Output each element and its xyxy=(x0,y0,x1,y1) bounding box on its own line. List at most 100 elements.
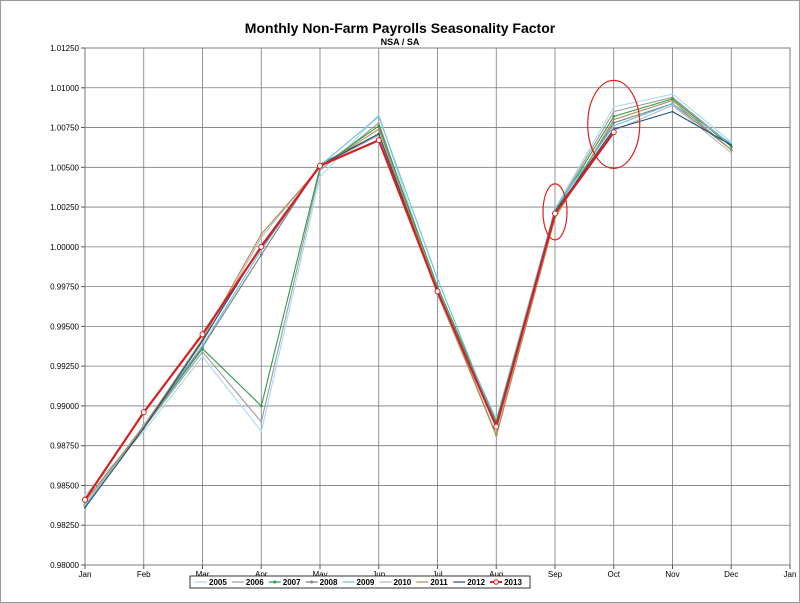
data-point xyxy=(201,350,204,353)
data-point xyxy=(377,128,380,131)
series-line-2013 xyxy=(84,131,615,501)
y-tick-label: 0.99000 xyxy=(50,402,79,411)
x-tick-label: May xyxy=(312,570,327,579)
data-point xyxy=(259,404,263,408)
legend-label: 2005 xyxy=(209,578,227,587)
y-tick-label: 1.01000 xyxy=(50,84,79,93)
series-2010 xyxy=(84,104,733,506)
data-point xyxy=(671,93,674,96)
data-point xyxy=(260,420,263,423)
x-tick-label: Jul xyxy=(432,570,442,579)
data-point xyxy=(260,430,263,433)
data-point xyxy=(260,233,263,236)
data-point xyxy=(377,115,380,118)
x-tick-label: Feb xyxy=(137,570,151,579)
chart-subtitle: NSA / SA xyxy=(381,37,420,47)
x-tick-label: Jan xyxy=(79,570,92,579)
legend-item-2009: 2009 xyxy=(342,578,375,587)
data-point xyxy=(201,344,204,347)
series-2007 xyxy=(83,97,733,506)
x-tick-label: Nov xyxy=(665,570,679,579)
series-line-2007 xyxy=(84,98,732,505)
data-point xyxy=(259,253,263,257)
data-point xyxy=(317,162,323,169)
legend-label: 2007 xyxy=(283,578,301,587)
data-point xyxy=(142,430,145,433)
data-point xyxy=(84,494,86,496)
annotation-ellipse-oct xyxy=(587,79,641,169)
data-point xyxy=(377,133,380,135)
data-point xyxy=(142,427,145,430)
legend-item-2011: 2011 xyxy=(416,578,448,587)
series-2009 xyxy=(84,102,733,508)
data-point xyxy=(612,110,615,113)
legend-item-2010: 2010 xyxy=(379,578,412,587)
series-2006 xyxy=(84,96,733,503)
data-point xyxy=(434,288,441,295)
legend-label: 2012 xyxy=(467,578,485,587)
y-tick-label: 0.99750 xyxy=(50,283,79,292)
legend-label: 2006 xyxy=(246,578,264,587)
legend-marker xyxy=(273,580,277,584)
data-point xyxy=(140,409,147,416)
annotation-ellipse-sep xyxy=(542,183,568,241)
legend: 2005 2006 2007 2008 2009 2010 2011 2012 2013 xyxy=(189,575,531,589)
data-point xyxy=(730,148,733,151)
series-line-2009 xyxy=(84,103,732,507)
y-tick-label: 1.00750 xyxy=(50,124,79,133)
legend-marker xyxy=(493,579,499,585)
data-point xyxy=(730,152,733,154)
series-2011 xyxy=(84,99,733,503)
series-layer xyxy=(82,93,733,509)
data-point xyxy=(258,243,265,250)
legend-item-2013: 2013 xyxy=(490,578,522,587)
data-point xyxy=(730,142,733,145)
data-point xyxy=(375,137,382,144)
data-point xyxy=(377,121,380,124)
data-point xyxy=(610,129,617,136)
data-point xyxy=(493,423,500,430)
series-2012 xyxy=(84,110,733,509)
data-point xyxy=(612,121,616,125)
legend-item-2006: 2006 xyxy=(231,578,264,587)
data-point xyxy=(612,118,615,121)
data-point xyxy=(199,331,206,338)
series-line-2012 xyxy=(84,111,732,509)
x-tick-label: Jan xyxy=(784,570,797,579)
legend-marker xyxy=(310,580,314,584)
y-tick-label: 0.99250 xyxy=(50,362,79,371)
series-2013 xyxy=(82,129,617,503)
data-point xyxy=(612,125,615,127)
axis-layer: 0.98000 0.98250 0.98500 0.98750 0.99000 0.992… xyxy=(50,44,796,579)
legend-label: 2013 xyxy=(504,578,522,587)
series-line-2011 xyxy=(84,99,732,502)
y-tick-label: 0.98250 xyxy=(50,521,79,530)
legend-item-2012: 2012 xyxy=(453,578,486,587)
legend-item-2008: 2008 xyxy=(305,578,338,587)
x-tick-label: Aug xyxy=(489,570,503,579)
data-point xyxy=(612,105,615,108)
x-tick-label: Jun xyxy=(372,570,385,579)
x-tick-label: Oct xyxy=(608,570,621,579)
data-point xyxy=(82,496,88,503)
data-point xyxy=(552,210,558,217)
y-tick-label: 1.00500 xyxy=(50,163,79,172)
y-tick-label: 0.98000 xyxy=(50,561,79,570)
x-tick-label: Dec xyxy=(724,570,738,579)
data-point xyxy=(84,506,86,509)
series-2005 xyxy=(84,93,733,496)
y-tick-label: 1.00250 xyxy=(50,203,79,212)
series-line-2006 xyxy=(84,96,732,502)
data-point xyxy=(671,102,674,105)
y-tick-label: 0.98500 xyxy=(50,481,79,490)
y-tick-label: 1.01250 xyxy=(50,44,79,53)
data-point xyxy=(84,503,86,506)
data-point xyxy=(377,113,380,116)
data-point xyxy=(377,124,381,128)
x-tick-label: Apr xyxy=(255,570,268,579)
data-point xyxy=(495,435,498,438)
y-tick-label: 0.99500 xyxy=(50,322,79,331)
legend-box xyxy=(189,575,531,589)
data-point xyxy=(554,207,556,210)
data-point xyxy=(730,144,733,146)
